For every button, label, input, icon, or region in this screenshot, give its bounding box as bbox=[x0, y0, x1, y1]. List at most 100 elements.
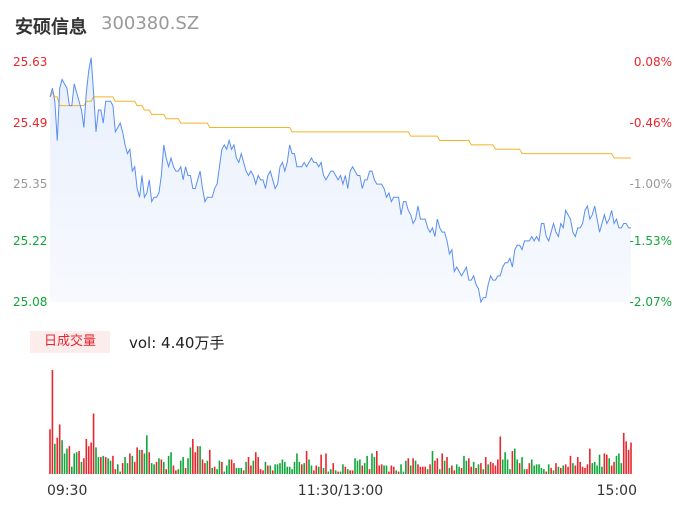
volume-bar bbox=[85, 438, 88, 474]
volume-bar bbox=[465, 460, 468, 474]
volume-bar bbox=[363, 463, 366, 474]
volume-bar bbox=[547, 464, 550, 474]
volume-bar bbox=[107, 458, 109, 474]
volume-bar bbox=[346, 469, 349, 474]
volume-bar bbox=[431, 451, 434, 474]
volume-bar bbox=[223, 471, 226, 474]
volume-bar bbox=[339, 471, 342, 474]
volume-bar bbox=[555, 463, 557, 474]
volume-bar bbox=[70, 466, 73, 474]
volume-bar bbox=[100, 457, 102, 474]
volume-bar bbox=[477, 464, 480, 474]
volume-bar bbox=[153, 464, 155, 474]
volume-bar bbox=[596, 465, 598, 474]
volume-bar bbox=[487, 464, 489, 474]
volume-bar bbox=[175, 470, 177, 474]
volume-bar bbox=[90, 442, 92, 474]
volume-bar bbox=[371, 453, 373, 474]
volume-bar bbox=[586, 464, 589, 474]
volume-bar bbox=[564, 464, 567, 474]
volume-bar bbox=[146, 435, 148, 474]
volume-bar bbox=[225, 465, 228, 474]
volume-bar bbox=[567, 466, 569, 474]
y-right-tick-label: -1.00% bbox=[630, 177, 672, 191]
volume-bar bbox=[405, 460, 407, 474]
volume-bar bbox=[136, 447, 138, 474]
volume-bar bbox=[279, 463, 281, 474]
volume-bar bbox=[516, 459, 519, 474]
volume-bar bbox=[296, 453, 298, 474]
volume-bar bbox=[543, 469, 545, 474]
volume-bar bbox=[388, 471, 390, 474]
volume-bar bbox=[54, 443, 56, 474]
volume-bar bbox=[591, 463, 594, 474]
volume-bar bbox=[441, 453, 443, 474]
volume-bar bbox=[550, 467, 552, 474]
volume-bar bbox=[622, 432, 625, 474]
y-right-tick-label: 0.08% bbox=[634, 55, 672, 69]
volume-bar bbox=[378, 465, 381, 474]
volume-bar bbox=[141, 449, 143, 474]
y-axis-left-labels: 25.63 25.49 25.35 25.22 25.08 bbox=[13, 55, 47, 309]
volume-bar bbox=[576, 457, 579, 474]
volume-bar bbox=[618, 453, 620, 474]
volume-bar bbox=[238, 467, 240, 474]
volume-bar bbox=[332, 463, 335, 474]
volume-bar bbox=[560, 467, 562, 474]
volume-bar bbox=[233, 463, 235, 474]
volume-bar bbox=[504, 452, 506, 474]
volume-bar bbox=[407, 458, 410, 474]
volume-bar bbox=[625, 441, 627, 474]
volume-bar bbox=[518, 463, 521, 474]
volume-bar bbox=[49, 429, 51, 474]
volume-bar bbox=[538, 464, 540, 474]
volume-bar bbox=[66, 448, 68, 474]
volume-bar bbox=[56, 437, 59, 474]
volume-bar bbox=[158, 458, 160, 474]
volume-bar bbox=[189, 447, 192, 474]
y-left-tick-label: 25.35 bbox=[13, 177, 47, 191]
volume-bar bbox=[305, 451, 308, 474]
y-right-tick-label: -0.46% bbox=[630, 116, 672, 130]
volume-bar bbox=[455, 464, 458, 474]
volume-bar bbox=[315, 465, 318, 474]
volume-bar bbox=[523, 469, 526, 474]
volume-bar bbox=[138, 449, 141, 474]
volume-bar bbox=[245, 461, 247, 474]
volume-bar bbox=[293, 461, 296, 474]
volume-bar bbox=[373, 457, 376, 474]
volume-bar bbox=[288, 466, 291, 474]
volume-bar bbox=[392, 466, 395, 474]
volume-bar bbox=[438, 469, 441, 474]
volume-bar bbox=[383, 465, 385, 474]
volume-bar bbox=[131, 455, 134, 474]
volume-tab-badge[interactable]: 日成交量 bbox=[30, 331, 110, 353]
x-tick-label: 11:30/13:00 bbox=[298, 483, 383, 499]
volume-bar bbox=[511, 451, 514, 474]
volume-bar bbox=[344, 466, 347, 474]
volume-bar bbox=[276, 464, 279, 474]
volume-bar bbox=[412, 458, 414, 474]
volume-bar bbox=[376, 451, 378, 474]
volume-bar bbox=[598, 454, 601, 474]
volume-bar bbox=[269, 465, 272, 474]
volume-bar bbox=[78, 451, 80, 474]
volume-bar bbox=[230, 459, 233, 474]
volume-bar bbox=[574, 465, 577, 474]
volume-bar bbox=[453, 470, 456, 474]
volume-bar bbox=[630, 442, 632, 474]
volume-bar bbox=[608, 458, 611, 474]
x-tick-label: 09:30 bbox=[47, 483, 87, 499]
volume-bar bbox=[366, 455, 368, 474]
volume-bar bbox=[308, 459, 310, 474]
volume-bar bbox=[281, 459, 284, 474]
volume-bar bbox=[322, 467, 325, 474]
volume-bar bbox=[75, 452, 78, 474]
volume-bar bbox=[330, 469, 332, 474]
volume-bar bbox=[247, 457, 250, 474]
volume-bar bbox=[552, 470, 555, 474]
volume-bar bbox=[194, 452, 197, 474]
volume-bar bbox=[264, 461, 267, 474]
volume-bar bbox=[116, 464, 119, 474]
volume-bar bbox=[192, 438, 194, 474]
